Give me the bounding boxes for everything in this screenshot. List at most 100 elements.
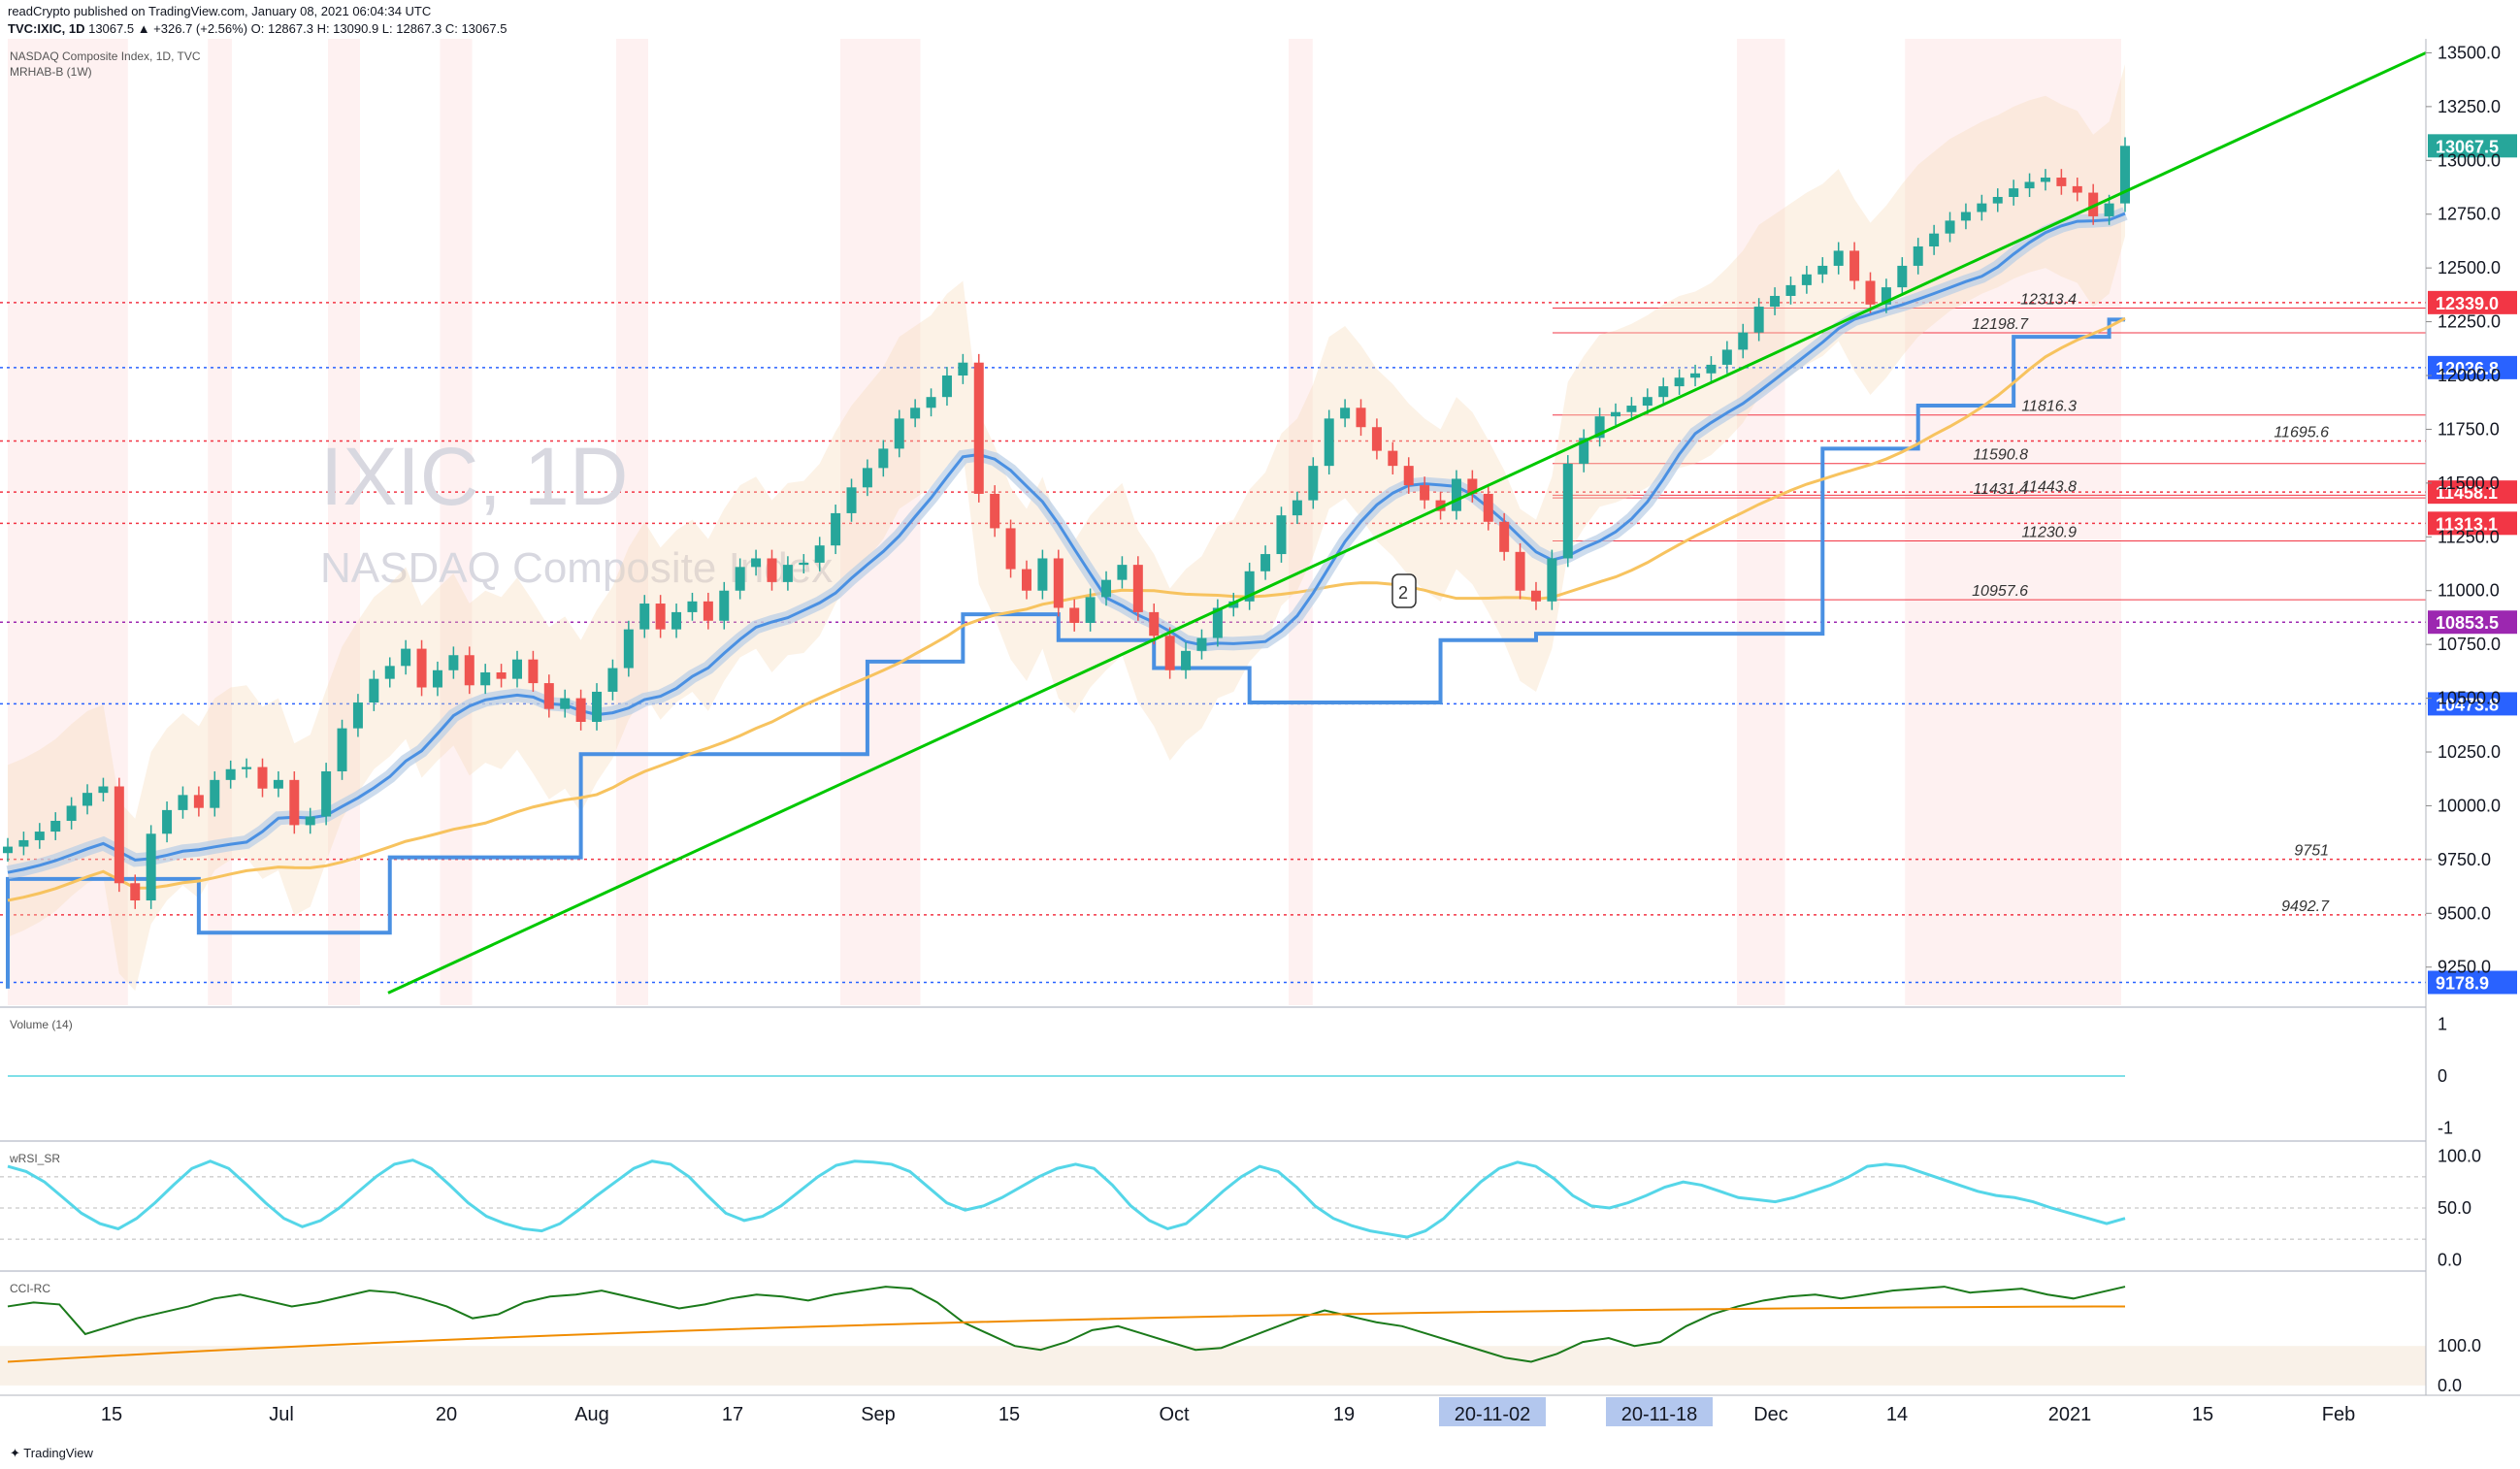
cci-pane[interactable]: CCI-RC xyxy=(0,1282,2426,1386)
candle-body xyxy=(1467,478,1478,494)
candle-body xyxy=(814,545,825,563)
level-annotation: 11816.3 xyxy=(2021,399,2077,415)
candle-body xyxy=(1913,245,1923,266)
y-tick-label: 13500.0 xyxy=(2438,43,2501,62)
candle-body xyxy=(1817,265,1828,275)
candle-body xyxy=(66,805,77,821)
highlight-band xyxy=(1289,39,1313,1005)
chart-canvas[interactable]: 11695.697519492.712313.412198.711816.311… xyxy=(0,39,2520,1450)
y-tick-label: 11250.0 xyxy=(2438,527,2500,546)
candle-body xyxy=(1324,418,1334,467)
level-badge-label: 12339.0 xyxy=(2436,294,2499,313)
level-badge xyxy=(2428,355,2517,379)
candle-body xyxy=(671,611,682,630)
candle-body xyxy=(1053,558,1064,608)
candle-body xyxy=(2009,188,2019,197)
price-axis[interactable]: 12339.0 12036.8 11458.1 11313.1 10853.5 10473… xyxy=(2426,43,2517,1395)
y-tick-label: 11000.0 xyxy=(2438,581,2500,601)
level-badge-label: 12036.8 xyxy=(2436,359,2499,378)
candle-body xyxy=(2072,185,2082,193)
candle-body xyxy=(655,604,666,630)
y-tick-label: 13000.0 xyxy=(2438,150,2501,170)
time-axis[interactable]: 15 Jul 20 Aug 17 Sep 15 Oct 19 20-11-02 20-11-18 De… xyxy=(101,1397,2355,1426)
wrsi-pane[interactable]: wRSI_SR xyxy=(0,1152,2426,1240)
candle-body xyxy=(464,655,475,686)
level-label: 9492.7 xyxy=(2281,898,2330,915)
level-annotation: 12198.7 xyxy=(1972,316,2029,333)
x-tick-label: 20 xyxy=(436,1404,457,1425)
candle-body xyxy=(18,839,29,847)
highlight-band xyxy=(440,39,473,1005)
candle-body xyxy=(782,565,793,582)
candle-body xyxy=(831,512,841,546)
candle-body xyxy=(623,629,634,669)
y-tick-label: 9250.0 xyxy=(2438,958,2491,977)
candle-body xyxy=(2056,178,2067,186)
candle-body xyxy=(1371,427,1382,451)
candle-body xyxy=(1005,528,1016,570)
candle-body xyxy=(225,768,236,780)
x-tick-label: 20-11-02 xyxy=(1455,1404,1531,1425)
candle-body xyxy=(1340,408,1351,419)
candle-body xyxy=(1212,607,1223,638)
candle-body xyxy=(1626,406,1637,412)
candle-body xyxy=(1753,307,1764,333)
candle-body xyxy=(958,362,968,376)
horizontal-levels: 11695.6 9751 9492.7 12313.4 12198.7 11816.3 11… xyxy=(0,292,2426,984)
main-price-pane[interactable]: 11695.6 9751 9492.7 12313.4 12198.7 11816.3 11… xyxy=(0,39,2427,1005)
candle-body xyxy=(1164,636,1175,670)
candle-body xyxy=(50,820,61,832)
wrsi-y-tick-label: 0.0 xyxy=(2438,1251,2462,1270)
moving-average-line xyxy=(7,316,2126,902)
x-tick-label: 2021 xyxy=(2048,1404,2092,1425)
y-tick-label: 9750.0 xyxy=(2438,850,2491,869)
watermark-symbol: IXIC, 1D xyxy=(320,431,628,522)
candle-body xyxy=(799,562,809,566)
candle-body xyxy=(1276,515,1287,555)
candle-body xyxy=(1037,558,1048,591)
level-badge-label: 11458.1 xyxy=(2436,483,2498,503)
last-price-badge xyxy=(2428,134,2517,158)
candle-body xyxy=(703,601,713,621)
candle-body xyxy=(592,691,603,722)
volume-pane[interactable]: Volume (14) xyxy=(8,1018,2125,1077)
volume-y-tick-label: 1 xyxy=(2438,1014,2447,1033)
candle-body xyxy=(1196,637,1207,651)
highlight-band xyxy=(1737,39,1785,1005)
candle-body xyxy=(178,795,188,810)
candle-body xyxy=(1021,569,1031,591)
y-tick-label: 13250.0 xyxy=(2438,97,2501,116)
tradingview-footer[interactable]: ✦ TradingView xyxy=(10,1446,93,1461)
level-label: 9751 xyxy=(2294,843,2329,860)
candle-body xyxy=(862,468,872,488)
candle-body xyxy=(146,833,156,901)
candle-body xyxy=(1388,450,1398,467)
candle-body xyxy=(1849,250,1860,281)
candle-body xyxy=(926,397,936,408)
candle-body xyxy=(910,408,921,419)
level-annotation: 11431.4 xyxy=(1973,481,2028,498)
x-tick-label: 20-11-18 xyxy=(1621,1404,1698,1425)
candle-body xyxy=(337,728,347,771)
candle-body xyxy=(34,832,45,840)
candle-body xyxy=(2024,181,2035,189)
candle-body xyxy=(369,678,379,703)
candle-body xyxy=(575,698,586,722)
date-highlight-badge xyxy=(1439,1397,1546,1426)
level-badge xyxy=(2428,290,2517,314)
candle-body xyxy=(1674,377,1685,387)
candle-body xyxy=(2088,192,2099,216)
candle-body xyxy=(719,590,730,621)
shaded-bands xyxy=(8,39,2121,1005)
candle-body xyxy=(1833,250,1844,266)
wrsi-pane-title: wRSI_SR xyxy=(9,1152,60,1165)
candle-body xyxy=(1530,590,1541,602)
candle-body xyxy=(1403,466,1414,486)
candle-body xyxy=(1992,196,2003,204)
candle-body xyxy=(352,702,363,729)
candle-body xyxy=(1594,416,1605,439)
candle-body xyxy=(1897,265,1908,288)
cci-y-tick-label: 100.0 xyxy=(2438,1336,2481,1355)
candle-body xyxy=(1244,571,1255,602)
candle-body xyxy=(1069,607,1080,623)
